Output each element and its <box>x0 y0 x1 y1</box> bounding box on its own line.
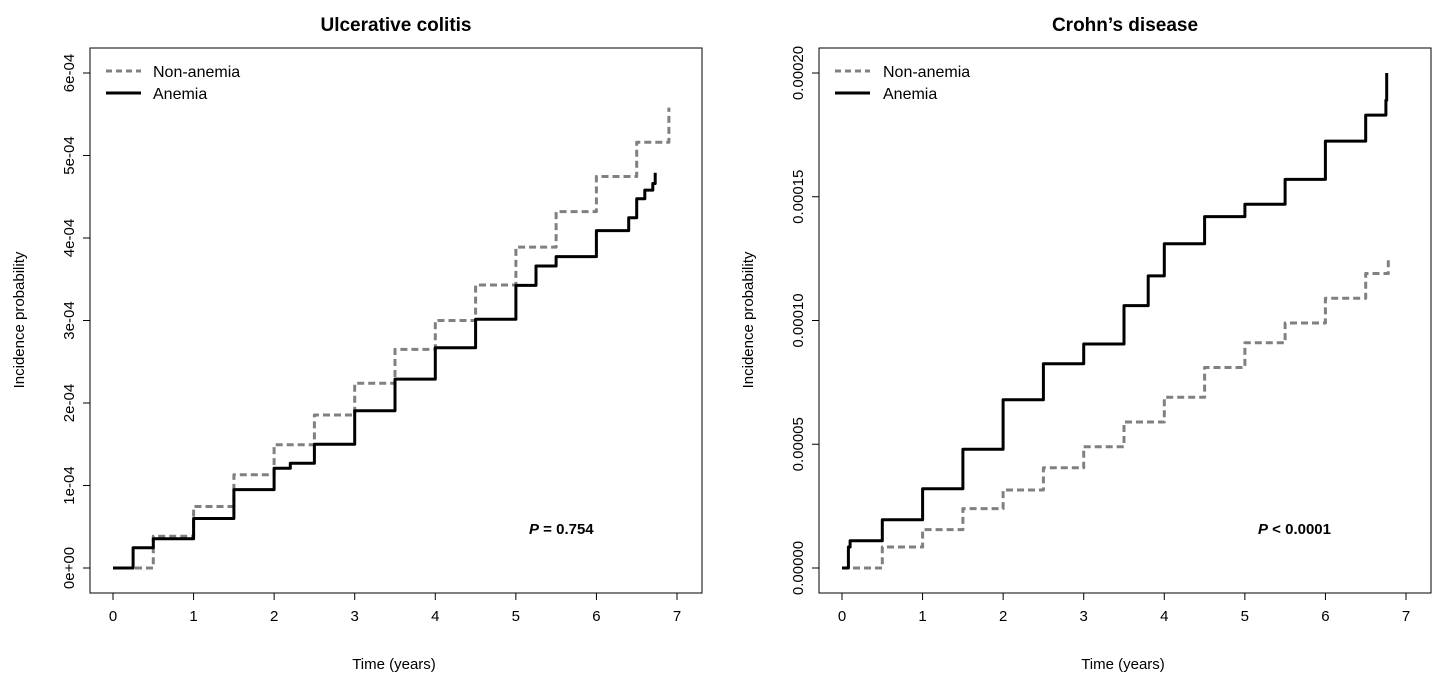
p-value-annotation: P < 0.0001 <box>1258 521 1331 538</box>
plot-frame <box>89 47 703 594</box>
legend-label-anemia: Anemia <box>883 86 937 103</box>
x-tick-label: 7 <box>1402 608 1410 625</box>
panel-ulcerative-colitis: Ulcerative colitis 0 1 2 3 4 5 6 7 0e+00 1e-04 2e… <box>11 15 703 673</box>
y-tick-label: 0e+00 <box>61 547 78 589</box>
x-tick-label: 5 <box>512 608 520 625</box>
x-tick-label: 6 <box>592 608 600 625</box>
legend-label-anemia: Anemia <box>153 86 207 103</box>
series-line-non-anemia <box>842 257 1390 570</box>
chart-title: Crohn’s disease <box>1052 15 1198 36</box>
x-tick-label: 6 <box>1321 608 1329 625</box>
series-layer <box>842 73 1390 570</box>
y-axis: 0e+00 1e-04 2e-04 3e-04 4e-04 5e-04 6e-04 <box>61 54 90 589</box>
x-tick-label: 2 <box>999 608 1007 625</box>
p-value-symbol: P <box>1258 521 1269 538</box>
y-tick-label: 0.00015 <box>790 170 807 224</box>
y-tick-label: 2e-04 <box>61 384 78 422</box>
y-tick-label: 0.00005 <box>790 417 807 471</box>
x-tick-label: 3 <box>351 608 359 625</box>
x-tick-label: 0 <box>109 608 117 625</box>
legend-label-non-anemia: Non-anemia <box>153 64 240 81</box>
chart-title: Ulcerative colitis <box>320 15 471 36</box>
series-line-anemia <box>113 172 657 570</box>
series-layer <box>113 107 671 570</box>
x-axis: 0 1 2 3 4 5 6 7 <box>838 593 1410 625</box>
y-tick-label: 5e-04 <box>61 136 78 174</box>
p-value-text: = 0.754 <box>539 521 594 538</box>
x-tick-label: 4 <box>1160 608 1168 625</box>
x-tick-label: 1 <box>189 608 197 625</box>
y-axis-label: Incidence probability <box>11 251 28 388</box>
y-tick-label: 0.00010 <box>790 293 807 347</box>
x-tick-label: 4 <box>431 608 439 625</box>
y-axis: 0.00000 0.00005 0.00010 0.00015 0.00020 <box>790 46 819 595</box>
y-tick-label: 0.00000 <box>790 541 807 595</box>
x-tick-label: 5 <box>1241 608 1249 625</box>
x-tick-label: 7 <box>673 608 681 625</box>
y-tick-label: 6e-04 <box>61 54 78 92</box>
legend-label-non-anemia: Non-anemia <box>883 64 970 81</box>
y-tick-label: 0.00020 <box>790 46 807 100</box>
x-tick-label: 2 <box>270 608 278 625</box>
x-axis-label: Time (years) <box>1081 656 1165 673</box>
series-line-anemia <box>842 73 1389 570</box>
x-axis-label: Time (years) <box>352 656 436 673</box>
legend: Non-anemia Anemia <box>106 64 240 103</box>
y-axis-label: Incidence probability <box>740 251 757 388</box>
x-tick-label: 0 <box>838 608 846 625</box>
x-tick-label: 1 <box>918 608 926 625</box>
series-line-non-anemia <box>113 107 671 570</box>
y-tick-label: 3e-04 <box>61 301 78 339</box>
x-axis: 0 1 2 3 4 5 6 7 <box>109 593 681 625</box>
p-value-text: < 0.0001 <box>1268 521 1331 538</box>
y-tick-label: 4e-04 <box>61 219 78 257</box>
p-value-annotation: P = 0.754 <box>529 521 594 538</box>
legend: Non-anemia Anemia <box>835 64 970 103</box>
p-value-symbol: P <box>529 521 540 538</box>
y-tick-label: 1e-04 <box>61 466 78 504</box>
x-tick-label: 3 <box>1080 608 1088 625</box>
